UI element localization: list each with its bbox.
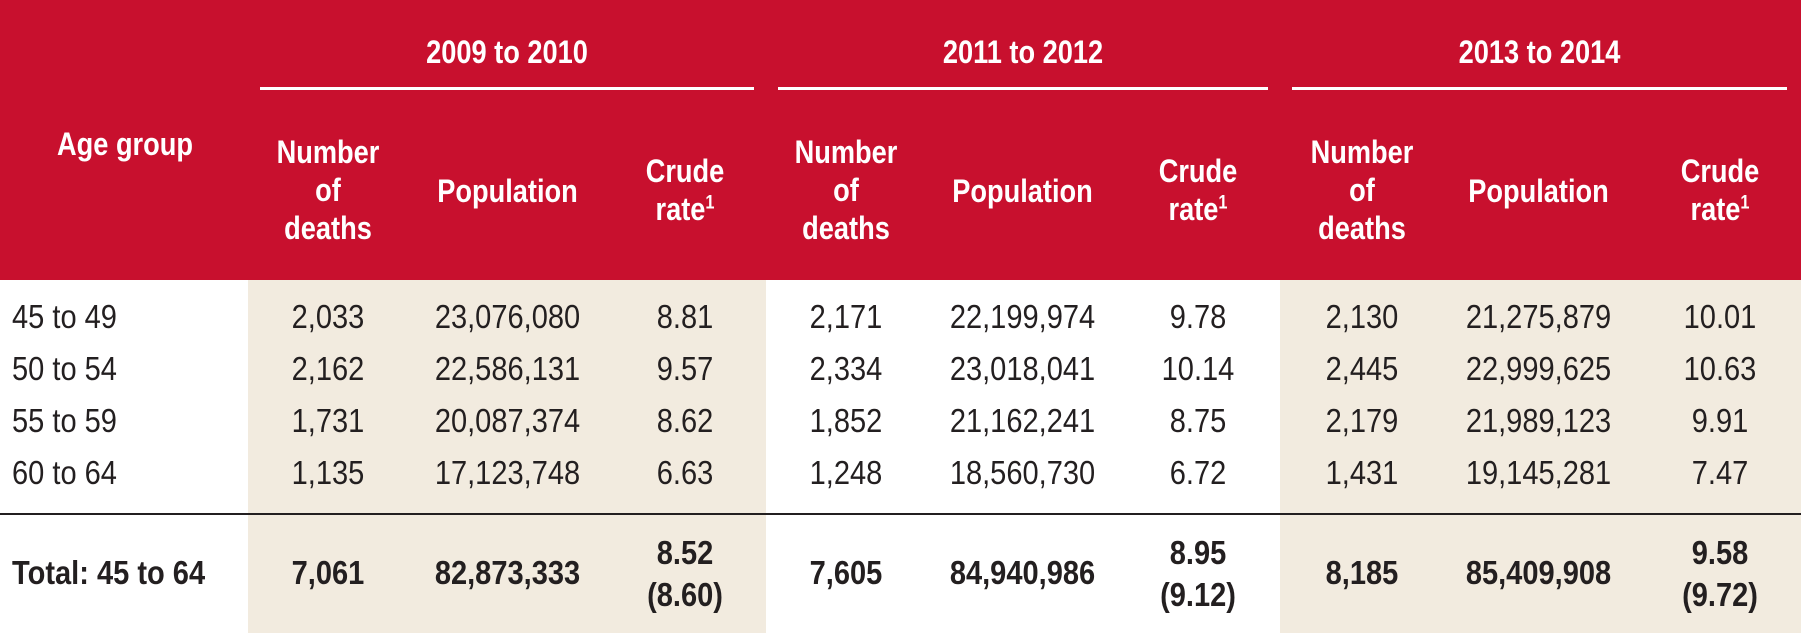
table-cell: 9.91 — [1691, 402, 1749, 439]
total-population: 84,940,986 — [949, 554, 1096, 591]
subheader-population: Population — [437, 173, 578, 209]
group-header-2013-2014: 2013 to 2014 — [1458, 34, 1621, 70]
subheader-crude-rate: Crude rate1 — [1158, 153, 1238, 227]
table-cell: 6.63 — [656, 454, 714, 491]
shade-group-3 — [1280, 280, 1801, 633]
table-cell: 9.78 — [1169, 298, 1227, 335]
table-cell: 8.75 — [1169, 402, 1227, 439]
total-population: 85,409,908 — [1465, 554, 1612, 591]
table-cell: 17,123,748 — [434, 454, 581, 491]
age-label: 45 to 49 — [12, 298, 117, 335]
table-cell: 21,275,879 — [1465, 298, 1612, 335]
subheader-crude-rate: Crude rate1 — [1680, 153, 1760, 227]
subheader-population: Population — [952, 173, 1093, 209]
total-deaths: 7,061 — [291, 554, 365, 591]
age-label: 55 to 59 — [12, 402, 117, 439]
table-cell: 8.81 — [656, 298, 714, 335]
table-cell: 1,731 — [291, 402, 365, 439]
group-underline — [1292, 87, 1787, 90]
table-cell: 2,033 — [291, 298, 365, 335]
table-cell: 8.62 — [656, 402, 714, 439]
table-cell: 2,130 — [1325, 298, 1399, 335]
table-cell: 2,334 — [809, 350, 883, 387]
total-divider — [0, 513, 1801, 515]
total-crude-rate: 9.58 (9.72) — [1682, 534, 1758, 613]
age-label: 50 to 54 — [12, 350, 117, 387]
table-cell: 2,171 — [809, 298, 883, 335]
total-label: Total: 45 to 64 — [12, 554, 206, 591]
group-underline — [778, 87, 1268, 90]
table-cell: 20,087,374 — [434, 402, 581, 439]
subheader-crude-rate: Crude rate1 — [645, 153, 725, 227]
table-cell: 23,018,041 — [949, 350, 1096, 387]
table-cell: 10.14 — [1161, 350, 1235, 387]
subheader-population: Population — [1468, 173, 1609, 209]
table-cell: 22,586,131 — [434, 350, 581, 387]
total-crude-rate: 8.52 (8.60) — [647, 534, 723, 613]
table-cell: 1,852 — [809, 402, 883, 439]
table-cell: 2,162 — [291, 350, 365, 387]
group-header-2009-2010: 2009 to 2010 — [426, 34, 588, 70]
group-header-2011-2012: 2011 to 2012 — [942, 34, 1104, 70]
table-cell: 23,076,080 — [434, 298, 581, 335]
table-cell: 1,431 — [1325, 454, 1399, 491]
total-deaths: 8,185 — [1325, 554, 1399, 591]
table-cell: 22,999,625 — [1465, 350, 1612, 387]
table-cell: 22,199,974 — [949, 298, 1096, 335]
total-crude-rate: 8.95 (9.12) — [1160, 534, 1236, 613]
table-cell: 2,179 — [1325, 402, 1399, 439]
group-underline — [260, 87, 754, 90]
table-cell: 6.72 — [1169, 454, 1227, 491]
shade-group-1 — [248, 280, 766, 633]
table-header — [0, 0, 1801, 280]
total-population: 82,873,333 — [434, 554, 581, 591]
age-label: 60 to 64 — [12, 454, 117, 491]
age-group-header: Age group — [57, 126, 193, 162]
table-cell: 10.01 — [1683, 298, 1757, 335]
table-cell: 10.63 — [1683, 350, 1757, 387]
table-cell: 19,145,281 — [1465, 454, 1612, 491]
table-cell: 7.47 — [1691, 454, 1749, 491]
subheader-deaths: Number of deaths — [794, 134, 898, 246]
total-deaths: 7,605 — [809, 554, 883, 591]
table-cell: 21,162,241 — [949, 402, 1096, 439]
subheader-deaths: Number of deaths — [276, 134, 380, 246]
table-cell: 1,135 — [291, 454, 365, 491]
table-cell: 18,560,730 — [949, 454, 1096, 491]
table-cell: 21,989,123 — [1465, 402, 1612, 439]
subheader-deaths: Number of deaths — [1310, 134, 1414, 246]
table-cell: 1,248 — [809, 454, 883, 491]
table-cell: 2,445 — [1325, 350, 1399, 387]
table-cell: 9.57 — [656, 350, 714, 387]
